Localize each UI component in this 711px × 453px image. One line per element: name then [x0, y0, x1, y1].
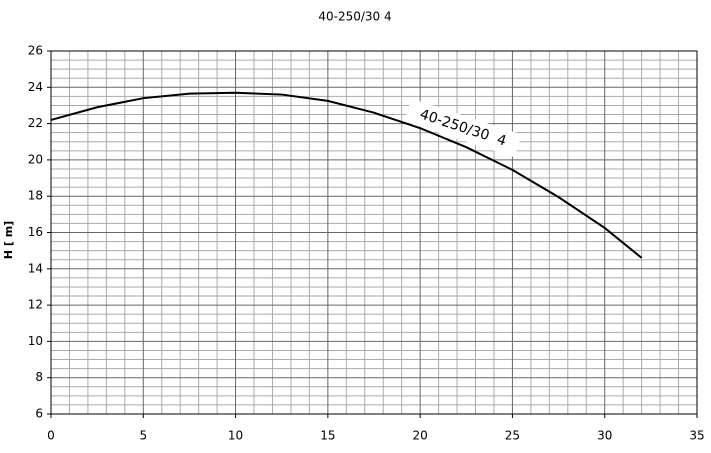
y-tick-label: 18 [28, 189, 43, 203]
y-tick-label: 24 [28, 80, 43, 94]
y-tick-label: 20 [28, 152, 43, 166]
series-label-box [404, 98, 522, 158]
x-tick-label: 0 [47, 429, 55, 443]
y-tick-label: 22 [28, 116, 43, 130]
x-tick-label: 25 [505, 429, 520, 443]
x-tick-label: 30 [597, 429, 612, 443]
x-tick-label: 5 [139, 429, 147, 443]
y-tick-label: 26 [28, 44, 43, 58]
line-series [50, 91, 643, 259]
x-tick-label: 10 [228, 429, 243, 443]
x-tick-label: 35 [689, 429, 704, 443]
chart-title: 40-250/30 4 [318, 10, 391, 24]
y-tick-label: 12 [28, 298, 43, 312]
x-tick-label: 15 [320, 429, 335, 443]
y-tick-label: 8 [35, 370, 43, 384]
y-axis-label: H [ m] [2, 221, 15, 259]
y-tick-label: 14 [28, 261, 43, 275]
y-tick-label: 16 [28, 225, 43, 239]
y-tick-label: 10 [28, 334, 43, 348]
plot-frame [50, 50, 698, 415]
y-tick-label: 6 [35, 407, 43, 421]
x-tick-label: 20 [413, 429, 428, 443]
